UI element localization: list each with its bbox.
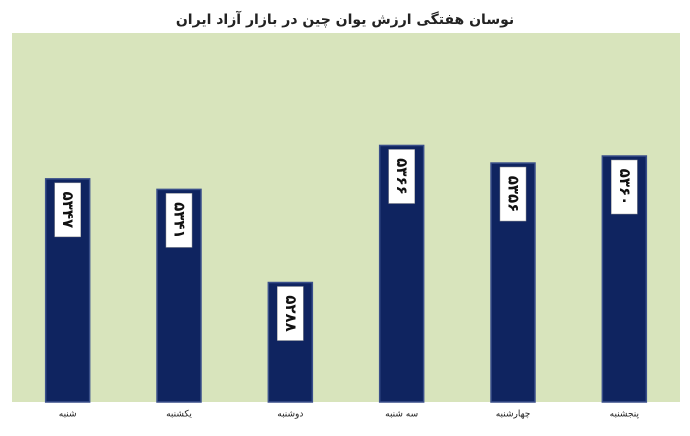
bar xyxy=(490,162,536,403)
label-box xyxy=(165,193,193,248)
data-label: ۵۳۶۶ xyxy=(393,158,411,195)
data-label: ۵۲۸۸ xyxy=(282,295,300,332)
chart-title: نوسان هفتگی ارزش یوان چین در بازار آزاد … xyxy=(176,10,514,28)
label-box xyxy=(54,182,81,238)
data-label: ۵۳۵۶ xyxy=(505,176,523,213)
plot-area xyxy=(12,33,680,402)
x-tick-label: سه شنبه xyxy=(385,410,418,420)
label-box xyxy=(388,149,415,204)
data-label: ۵۳۴۷ xyxy=(59,192,77,229)
label-box xyxy=(611,159,638,215)
x-tick-label: دوشنبه xyxy=(277,410,303,420)
x-tick-label: یکشنبه xyxy=(166,410,192,420)
label-box xyxy=(499,166,527,222)
label-box xyxy=(277,286,304,341)
x-tick-label: پنجشنبه xyxy=(610,410,640,420)
data-label: ۵۳۶۰ xyxy=(616,169,634,206)
x-tick-label: چهارشنبه xyxy=(496,410,531,420)
bar xyxy=(267,281,314,403)
data-label: ۵۳۴۱ xyxy=(171,202,189,239)
x-tick-label: شنبه xyxy=(59,410,77,420)
